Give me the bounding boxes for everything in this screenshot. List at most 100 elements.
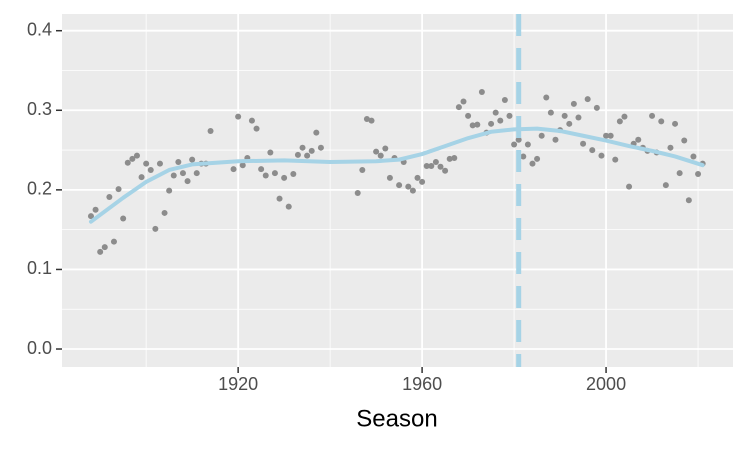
point bbox=[685, 197, 692, 204]
point bbox=[281, 174, 288, 181]
point bbox=[354, 190, 361, 197]
point bbox=[276, 195, 283, 202]
point bbox=[317, 144, 324, 151]
point bbox=[612, 156, 619, 163]
point bbox=[566, 120, 573, 127]
y-tick-label: 0.2 bbox=[27, 179, 52, 199]
point bbox=[534, 155, 541, 162]
point bbox=[515, 136, 522, 143]
point bbox=[110, 238, 117, 245]
point bbox=[506, 112, 513, 119]
point bbox=[607, 132, 614, 139]
point bbox=[662, 182, 669, 189]
point bbox=[304, 152, 311, 159]
point bbox=[189, 156, 196, 163]
point bbox=[437, 163, 444, 170]
point bbox=[313, 129, 320, 136]
point bbox=[124, 159, 131, 166]
point bbox=[133, 152, 140, 159]
point bbox=[492, 109, 499, 116]
point bbox=[681, 137, 688, 144]
point bbox=[511, 141, 518, 148]
x-tick-label: 1920 bbox=[218, 374, 258, 394]
point bbox=[143, 160, 150, 167]
point bbox=[129, 155, 136, 162]
point bbox=[520, 153, 527, 160]
point bbox=[547, 109, 554, 116]
point bbox=[285, 203, 292, 210]
point bbox=[603, 132, 610, 139]
point bbox=[377, 152, 384, 159]
point bbox=[299, 144, 306, 151]
point bbox=[589, 147, 596, 154]
point bbox=[267, 149, 274, 156]
point bbox=[147, 166, 154, 173]
point bbox=[690, 153, 697, 160]
point bbox=[368, 117, 375, 124]
point bbox=[207, 127, 214, 134]
point bbox=[488, 120, 495, 127]
point bbox=[570, 100, 577, 107]
point bbox=[87, 213, 94, 220]
point bbox=[543, 94, 550, 101]
point bbox=[138, 174, 145, 181]
smooth-line bbox=[88, 126, 705, 224]
x-axis-title: Season bbox=[356, 405, 437, 432]
point bbox=[271, 170, 278, 177]
point bbox=[529, 160, 536, 167]
y-tick-label: 0.4 bbox=[27, 19, 52, 39]
point bbox=[166, 187, 173, 194]
point bbox=[455, 104, 462, 111]
point bbox=[239, 162, 246, 169]
y-tick-label: 0.3 bbox=[27, 99, 52, 119]
point bbox=[649, 112, 656, 119]
point bbox=[465, 112, 472, 119]
point bbox=[446, 155, 453, 162]
point bbox=[382, 145, 389, 152]
point bbox=[152, 225, 159, 232]
point bbox=[359, 166, 366, 173]
point bbox=[584, 96, 591, 103]
point bbox=[524, 141, 531, 148]
point bbox=[419, 178, 426, 185]
point bbox=[580, 140, 587, 147]
point bbox=[179, 170, 186, 177]
point bbox=[396, 182, 403, 189]
point bbox=[290, 170, 297, 177]
point bbox=[97, 248, 104, 255]
point bbox=[230, 166, 237, 173]
point bbox=[501, 96, 508, 103]
point bbox=[106, 194, 113, 201]
point bbox=[193, 170, 200, 177]
point bbox=[695, 170, 702, 177]
point bbox=[497, 117, 504, 124]
x-tick-label: 2000 bbox=[586, 374, 626, 394]
point bbox=[469, 122, 476, 129]
point bbox=[616, 118, 623, 125]
x-tick-label: 1960 bbox=[402, 374, 442, 394]
point bbox=[235, 113, 242, 120]
point bbox=[161, 209, 168, 216]
point bbox=[428, 162, 435, 169]
point bbox=[184, 178, 191, 185]
point bbox=[575, 114, 582, 121]
point bbox=[460, 98, 467, 105]
point bbox=[308, 147, 315, 154]
point bbox=[170, 172, 177, 179]
point bbox=[676, 170, 683, 177]
point bbox=[423, 162, 430, 169]
point bbox=[672, 120, 679, 127]
point bbox=[101, 244, 108, 251]
y-tick-label: 0.1 bbox=[27, 258, 52, 278]
point bbox=[253, 125, 260, 132]
point bbox=[538, 132, 545, 139]
point bbox=[598, 152, 605, 159]
point bbox=[635, 136, 642, 143]
point bbox=[258, 166, 265, 173]
point bbox=[409, 187, 416, 194]
point bbox=[175, 159, 182, 166]
point bbox=[432, 159, 439, 166]
point bbox=[658, 118, 665, 125]
point bbox=[120, 215, 127, 222]
